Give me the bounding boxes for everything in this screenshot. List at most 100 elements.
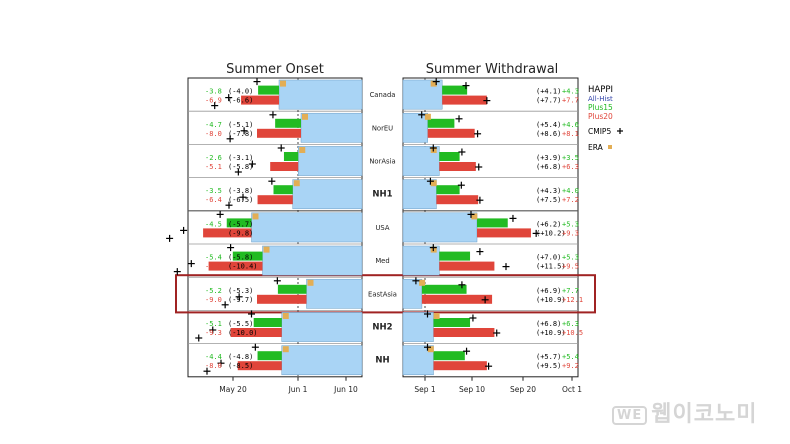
era-marker: [299, 147, 306, 153]
eastasia-highlight-box: [175, 274, 596, 314]
cmip5-plus-marker: [226, 135, 234, 143]
era-marker: [427, 346, 434, 353]
tick-label: May 20: [219, 385, 247, 394]
hist-bar: [306, 278, 363, 309]
cmip5-plus-marker: [235, 293, 243, 301]
onset-plus15-value: -4.7: [205, 121, 222, 129]
plus15-bar: [226, 218, 252, 228]
onset-cmip20-value: (-7.8): [228, 130, 253, 138]
wd-cmip15-value: (+5.4): [536, 121, 561, 129]
legend-title: HAPPI: [588, 85, 613, 95]
era-marker: [430, 80, 437, 87]
cmip5-plus-marker: [217, 359, 225, 367]
plus15-bar: [232, 251, 263, 261]
wd-cmip20-value: (+10.2): [536, 229, 566, 237]
wd-cmip20-value: (+6.8): [536, 163, 561, 171]
plus15-bar: [253, 318, 282, 327]
era-marker: [252, 213, 259, 220]
plus15-bar: [277, 284, 307, 294]
wd-plus15-value: +4.6: [562, 121, 579, 129]
onset-cmip20-value: (-5.8): [228, 163, 253, 171]
cmip5-plus-marker: [509, 214, 517, 222]
tick-label: Oct 1: [562, 385, 582, 394]
wd-plus15-value: +4.0: [562, 187, 579, 195]
tick-label: Sep 10: [459, 385, 485, 394]
wd-cmip15-value: (+3.9): [536, 154, 561, 162]
region-label: NH: [375, 356, 389, 366]
era-marker: [430, 180, 437, 187]
plus20-bar: [439, 162, 476, 171]
plus15-bar: [427, 118, 455, 128]
plus15-bar: [433, 318, 471, 327]
cmip5-plus-marker: [462, 82, 470, 90]
wd-cmip20-value: (+10.9): [536, 329, 566, 337]
cmip5-plus-marker: [248, 160, 256, 168]
legend-cmip5: CMIP5: [588, 127, 611, 136]
cmip5-plus-marker: [429, 244, 437, 252]
plus20-bar: [433, 328, 495, 337]
plus20-bar: [257, 128, 301, 138]
cmip5-plus-marker: [463, 347, 471, 355]
era-marker: [424, 113, 431, 120]
wd-plus20-value: +9.5: [562, 263, 579, 271]
onset-cmip15-value: (-5.7): [228, 220, 253, 228]
plus15-bar: [433, 351, 465, 361]
cmip5-plus-marker: [253, 78, 261, 86]
cmip5-plus-marker: [273, 277, 281, 285]
plus15-bar: [436, 185, 460, 195]
plus20-bar: [208, 261, 263, 271]
hist-bar: [300, 112, 363, 143]
legend-plus15: Plus15: [588, 103, 613, 112]
plus20-bar: [270, 162, 299, 171]
wd-plus15-value: +5.4: [562, 353, 579, 361]
cmip5-plus-marker: [209, 326, 217, 334]
cmip5-plus-marker: [469, 314, 477, 322]
onset-cmip15-value: (-5.1): [228, 121, 253, 129]
hist-bar: [278, 79, 363, 110]
hist-bar: [281, 345, 363, 376]
cmip5-plus-marker: [467, 210, 475, 218]
cmip5-plus-marker: [458, 281, 466, 289]
plus15-bar: [442, 85, 468, 95]
wd-plus20-value: +10.5: [562, 329, 583, 337]
region-label: USA: [375, 224, 389, 232]
onset-cmip20-value: (-9.7): [228, 296, 253, 304]
cmip5-plus-marker: [476, 248, 484, 256]
cmip5-plus-marker: [239, 193, 247, 201]
wd-cmip15-value: (+7.0): [536, 254, 561, 262]
onset-plus20-value: -9.3: [205, 329, 222, 337]
watermark-text: 웹이코노미: [651, 402, 758, 427]
cmip5-plus-marker: [225, 94, 233, 102]
onset-cmip15-value: (-4.0): [228, 88, 253, 96]
withdrawal-title: Summer Withdrawal: [426, 62, 559, 77]
onset-plus20-value: -8.0: [205, 362, 222, 370]
era-marker: [280, 80, 286, 87]
cmip5-plus-marker: [429, 144, 437, 152]
region-label: EastAsia: [368, 290, 397, 298]
onset-cmip15-value: (-5.5): [228, 320, 253, 328]
onset-plus15-value: -4.4: [205, 353, 222, 361]
cmip5-plus-marker: [225, 201, 233, 209]
era-marker: [433, 313, 440, 319]
cmip5-plus-marker: [424, 310, 431, 318]
wd-cmip20-value: (+7.5): [536, 196, 561, 204]
cmip5-plus-marker: [211, 102, 219, 110]
wd-cmip15-value: (+6.2): [536, 220, 561, 228]
cmip5-plus-marker: [502, 263, 510, 271]
plus15-bar: [439, 152, 460, 161]
legend-era: ERA: [588, 143, 604, 152]
cmip5-plus-marker: [216, 210, 224, 218]
plus20-bar: [257, 294, 307, 304]
era-marker: [307, 279, 314, 286]
cmip5-plus-marker: [458, 148, 466, 156]
wd-plus15-value: +4.3: [562, 88, 579, 96]
onset-plus15-value: -5.2: [205, 287, 222, 295]
region-label: NorEU: [372, 124, 393, 132]
hist-bar: [402, 212, 478, 243]
cmip5-plus-marker: [180, 226, 188, 234]
wd-plus15-value: +3.5: [562, 154, 579, 162]
cmip5-plus-marker: [418, 111, 426, 119]
onset-title: Summer Onset: [226, 62, 324, 77]
cmip5-plus-marker: [234, 168, 242, 176]
